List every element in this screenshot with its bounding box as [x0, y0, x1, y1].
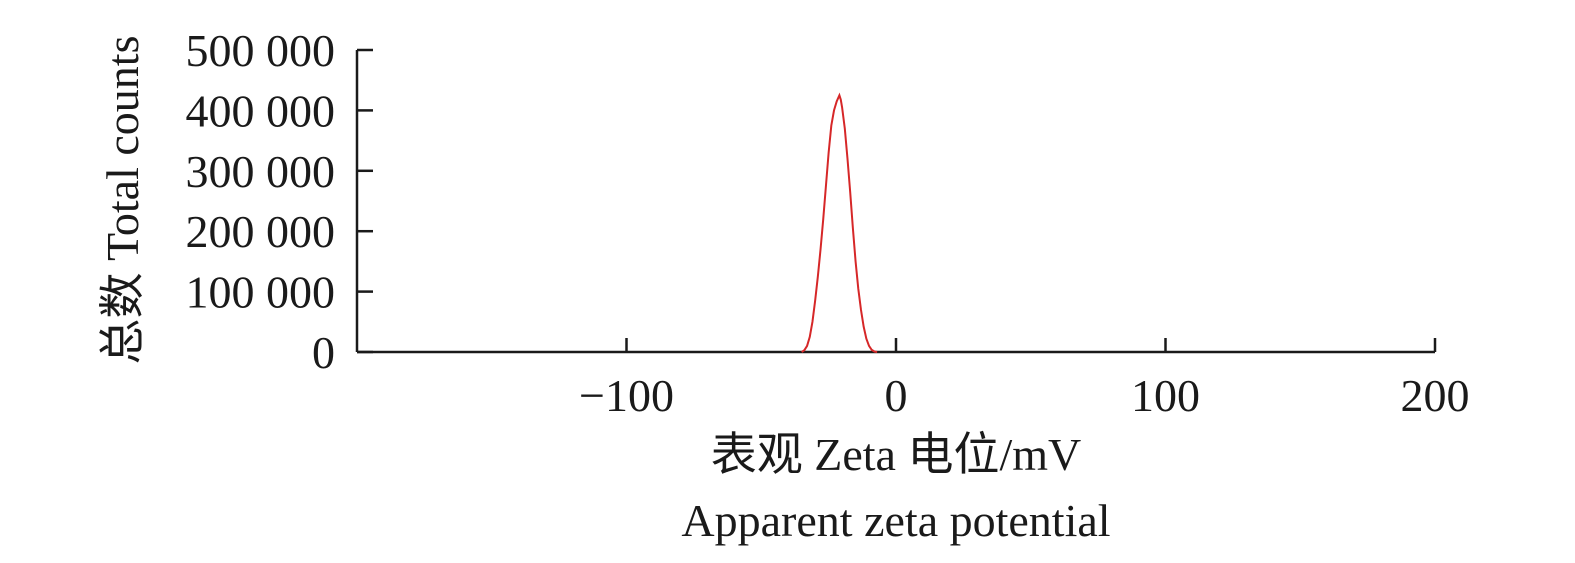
series-layer [801, 92, 878, 353]
x-axis-label: 表观 Zeta 电位/mV [711, 429, 1082, 480]
y-tick-label: 500 000 [186, 25, 336, 76]
axis-labels: 总数 Total counts 表观 Zeta 电位/mV Apparent z… [97, 36, 1111, 546]
series-line [801, 92, 878, 353]
y-axis-label: 总数 Total counts [97, 36, 148, 365]
y-tick-label: 400 000 [186, 85, 336, 136]
x-axis-label-english: Apparent zeta potential [681, 495, 1110, 546]
y-tick-label: 300 000 [186, 146, 336, 197]
y-tick-label: 100 000 [186, 267, 336, 318]
x-tick-label: −100 [579, 370, 674, 421]
y-tick-label: 0 [312, 327, 335, 378]
x-tick-label: 200 [1401, 370, 1470, 421]
x-tick-label: 100 [1131, 370, 1200, 421]
axes: 0 100 000 200 000 300 000 400 000 500 000 −100… [186, 25, 1470, 421]
y-tick-label: 200 000 [186, 206, 336, 257]
x-tick-label: 0 [885, 370, 908, 421]
